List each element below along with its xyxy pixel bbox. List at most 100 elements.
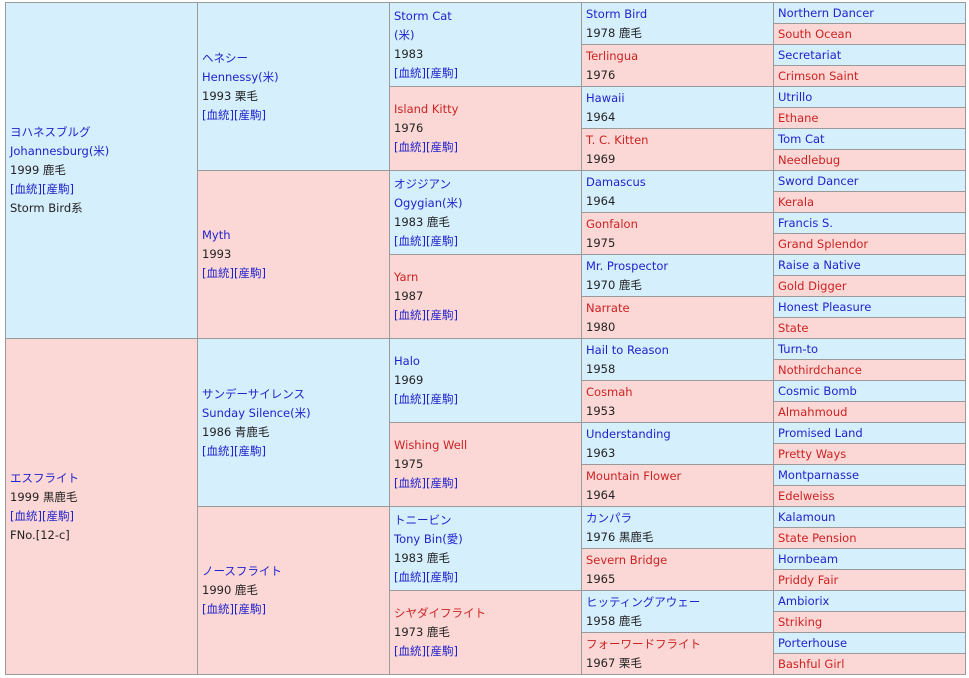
sire-name-link[interactable]: ヨハネスブルグ — [10, 125, 91, 139]
g3-offspring-link[interactable]: [産駒] — [425, 476, 458, 490]
g3-name-link[interactable]: Yarn — [394, 270, 419, 284]
g4-name-link[interactable]: カンパラ — [586, 510, 632, 525]
g3-offspring-link[interactable]: [産駒] — [425, 644, 458, 658]
g5-name-link[interactable]: Almahmoud — [778, 404, 848, 419]
g4-name-link[interactable]: Mr. Prospector — [586, 258, 669, 273]
g4-name-link[interactable]: Severn Bridge — [586, 552, 668, 567]
g2-en-name-link[interactable]: Sunday Silence(米) — [202, 405, 311, 420]
g4-name-link[interactable]: Damascus — [586, 174, 646, 189]
g3-pedigree-link[interactable]: [血統] — [394, 476, 426, 490]
g2-pedigree-link[interactable]: [血統] — [202, 443, 234, 458]
sire-pedigree-link[interactable]: [血統] — [10, 182, 42, 196]
g2-name-link[interactable]: サンデーサイレンス — [202, 386, 306, 401]
g3-name-link[interactable]: Halo — [394, 354, 420, 368]
pedigree-row: South Ocean — [6, 23, 966, 45]
g5-name-link[interactable]: Hornbeam — [778, 551, 839, 566]
g5-name-link[interactable]: Montparnasse — [778, 467, 860, 482]
g5-name-link[interactable]: State — [778, 320, 809, 335]
g5-name-link[interactable]: Kalamoun — [778, 509, 836, 524]
g5-name-link[interactable]: Striking — [778, 614, 823, 629]
g2-en-name-link[interactable]: Hennessy(米) — [202, 69, 279, 84]
g4-name-link[interactable]: Hawaii — [586, 90, 625, 105]
g2-offspring-link[interactable]: [産駒] — [233, 602, 266, 616]
g4-name-link[interactable]: Cosmah — [586, 384, 633, 399]
g3-offspring-link[interactable]: [産駒] — [425, 65, 458, 80]
g5-name-link[interactable]: Edelweiss — [778, 488, 835, 503]
g3-offspring-link[interactable]: [産駒] — [425, 140, 458, 154]
g3-offspring-link[interactable]: [産駒] — [425, 308, 458, 322]
g4-name-link[interactable]: フォーワードフライト — [586, 636, 701, 651]
g3-offspring-link[interactable]: [産駒] — [425, 569, 458, 584]
pedigree-row: シヤダイフライト 1973 鹿毛 [血統][産駒] ヒッティングアウェー 1958 鹿毛… — [6, 590, 966, 675]
g3-name-link[interactable]: トニービン — [394, 512, 452, 527]
pedigree-row: Wishing Well 1975 [血統][産駒] Understanding 196… — [6, 422, 966, 507]
g5-name-link[interactable]: Crimson Saint — [778, 68, 859, 83]
g5-name-link[interactable]: Promised Land — [778, 425, 863, 440]
g3-offspring-link[interactable]: [産駒] — [425, 392, 458, 406]
g4-name-link[interactable]: Gonfalon — [586, 216, 638, 231]
g4-name-link[interactable]: Narrate — [586, 300, 630, 315]
g5-cell: Tom Cat — [773, 128, 966, 150]
g3-name-link[interactable]: シヤダイフライト — [394, 606, 486, 620]
g4-name-link[interactable]: Storm Bird — [586, 6, 648, 21]
g5-name-link[interactable]: Raise a Native — [778, 257, 861, 272]
g2-offspring-link[interactable]: [産駒] — [233, 443, 266, 458]
g5-name-link[interactable]: Ethane — [778, 110, 819, 125]
g3-en-name-link[interactable]: Tony Bin(愛) — [394, 531, 463, 546]
g3-pedigree-link[interactable]: [血統] — [394, 65, 426, 80]
g5-name-link[interactable]: Northern Dancer — [778, 5, 875, 20]
g3-pedigree-link[interactable]: [血統] — [394, 569, 426, 584]
g3-pedigree-link[interactable]: [血統] — [394, 233, 426, 248]
g5-name-link[interactable]: Tom Cat — [778, 131, 825, 146]
g5-name-link[interactable]: Porterhouse — [778, 635, 848, 650]
sire-offspring-link[interactable]: [産駒] — [41, 182, 74, 196]
g3-name-link[interactable]: オジジアン — [394, 176, 452, 191]
g3-name-link[interactable]: Wishing Well — [394, 438, 468, 452]
g2-name-link[interactable]: ヘネシー — [202, 50, 248, 65]
g5-name-link[interactable]: Honest Pleasure — [778, 299, 872, 314]
g5-name-link[interactable]: Secretariat — [778, 47, 842, 62]
g3-pedigree-link[interactable]: [血統] — [394, 140, 426, 154]
g5-name-link[interactable]: Bashful Girl — [778, 656, 845, 671]
g3-name-link[interactable]: Island Kitty — [394, 102, 459, 116]
g3-en-name-link[interactable]: Ogygian(米) — [394, 195, 463, 210]
g3-pedigree-link[interactable]: [血統] — [394, 308, 426, 322]
g5-name-link[interactable]: Needlebug — [778, 152, 841, 167]
g5-name-link[interactable]: Francis S. — [778, 215, 833, 230]
g3-name-link[interactable]: Storm Cat — [394, 8, 452, 23]
dam-name-link[interactable]: エスフライト — [10, 470, 79, 485]
g3-pedigree-link[interactable]: [血統] — [394, 392, 426, 406]
g4-name-link[interactable]: ヒッティングアウェー — [586, 594, 701, 609]
g5-name-link[interactable]: Kerala — [778, 194, 815, 209]
g3-offspring-link[interactable]: [産駒] — [425, 233, 458, 248]
g3-pedigree-link[interactable]: [血統] — [394, 644, 426, 658]
g5-name-link[interactable]: Turn-to — [778, 341, 819, 356]
g5-name-link[interactable]: Pretty Ways — [778, 446, 847, 461]
g2-offspring-link[interactable]: [産駒] — [233, 266, 266, 280]
g4-name-link[interactable]: Understanding — [586, 426, 671, 441]
g5-name-link[interactable]: Grand Splendor — [778, 236, 869, 251]
g2-name-link[interactable]: ノースフライト — [202, 564, 282, 578]
g2-offspring-link[interactable]: [産駒] — [233, 107, 266, 122]
g5-name-link[interactable]: State Pension — [778, 530, 857, 545]
g4-name-link[interactable]: T. C. Kitten — [586, 132, 649, 147]
g4-name-link[interactable]: Terlingua — [586, 48, 639, 63]
g5-name-link[interactable]: Sword Dancer — [778, 173, 859, 188]
g5-name-link[interactable]: Utrillo — [778, 89, 813, 104]
dam-pedigree-link[interactable]: [血統] — [10, 508, 42, 523]
sire-en-name-link[interactable]: Johannesburg(米) — [10, 144, 110, 158]
g5-name-link[interactable]: Ambiorix — [778, 593, 830, 608]
g2-pedigree-link[interactable]: [血統] — [202, 602, 234, 616]
g4-name-link[interactable]: Hail to Reason — [586, 342, 669, 357]
g5-name-link[interactable]: Nothirdchance — [778, 362, 862, 377]
g5-name-link[interactable]: Cosmic Bomb — [778, 383, 857, 398]
g2-pedigree-link[interactable]: [血統] — [202, 107, 234, 122]
g4-name-link[interactable]: Mountain Flower — [586, 468, 682, 483]
g2-name-link[interactable]: Myth — [202, 228, 231, 242]
g3-en-name-link[interactable]: (米) — [394, 27, 415, 42]
g5-name-link[interactable]: Gold Digger — [778, 278, 847, 293]
g5-name-link[interactable]: Priddy Fair — [778, 572, 839, 587]
g5-name-link[interactable]: South Ocean — [778, 26, 852, 41]
g2-pedigree-link[interactable]: [血統] — [202, 266, 234, 280]
dam-offspring-link[interactable]: [産駒] — [41, 508, 74, 523]
